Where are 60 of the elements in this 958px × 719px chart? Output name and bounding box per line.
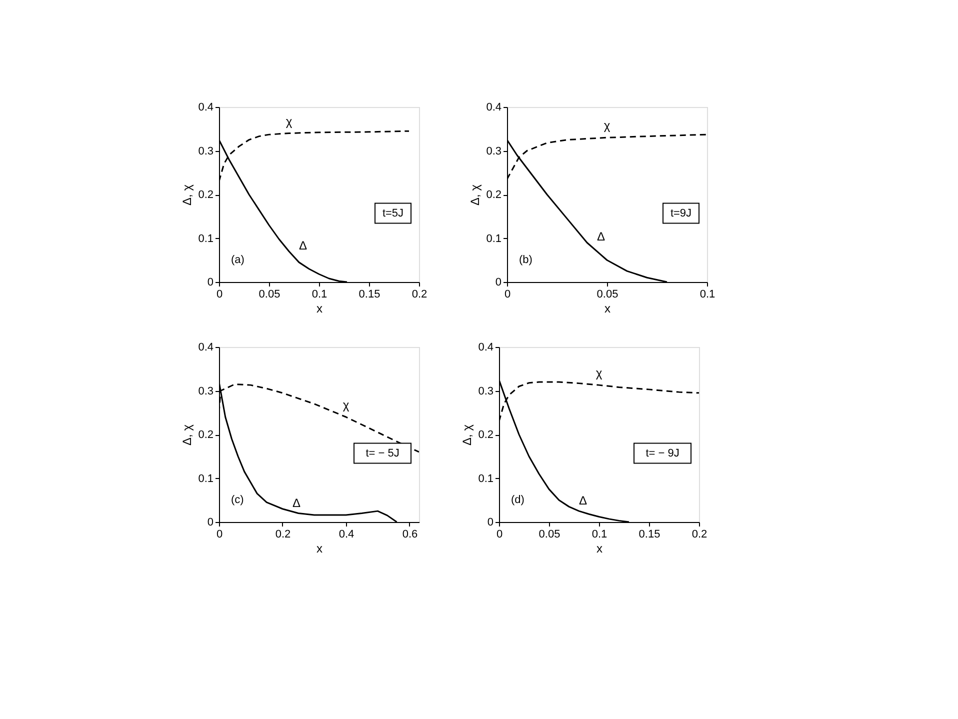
x-tick-label: 0.05 (538, 528, 560, 540)
y-tick-label: 0.4 (198, 342, 214, 354)
series-label: Δ (298, 238, 308, 252)
annotation: t= − 5J (366, 447, 400, 460)
y-tick-label: 0 (207, 516, 214, 528)
x-tick-label: 0.1 (700, 288, 716, 300)
x-tick-label: 0.05 (258, 288, 280, 300)
x-axis-title: x (596, 542, 602, 556)
x-tick-label: 0 (216, 528, 223, 540)
y-axis-title: Δ, χ (180, 424, 194, 446)
annotation: t=5J (382, 207, 404, 220)
y-tick-label: 0.4 (198, 102, 214, 114)
series-label: χ (596, 366, 603, 380)
x-tick-label: 0.1 (592, 528, 608, 540)
x-tick-label: 0.1 (312, 288, 328, 300)
x-tick-label: 0.4 (338, 528, 354, 540)
y-tick-label: 0 (495, 276, 502, 288)
y-tick-label: 0.1 (478, 472, 494, 485)
y-tick-label: 0.2 (198, 189, 214, 201)
y-tick-label: 0 (487, 516, 494, 528)
annotation: (c) (231, 494, 244, 506)
y-tick-label: 0.1 (198, 232, 214, 245)
x-axis-title: x (316, 542, 322, 556)
x-tick-label: 0.2 (692, 528, 708, 540)
series-label: Δ (292, 496, 300, 510)
y-tick-label: 0.3 (486, 145, 502, 158)
y-tick-label: 0.2 (486, 189, 502, 201)
series-label: χ (342, 398, 350, 412)
x-tick-label: 0.6 (402, 528, 418, 540)
x-axis-title: x (604, 302, 610, 316)
y-tick-label: 0.4 (478, 342, 494, 354)
y-tick-label: 0.3 (478, 385, 494, 398)
x-tick-label: 0 (216, 288, 223, 300)
series-label: χ (286, 114, 293, 128)
annotation: (d) (511, 494, 524, 506)
annotation: (a) (231, 254, 244, 266)
annotation: t= − 9J (646, 447, 680, 460)
series-label: Δ (578, 494, 588, 508)
x-tick-label: 0 (504, 288, 511, 300)
series-label: Δ (596, 230, 606, 244)
y-tick-label: 0.1 (486, 232, 502, 245)
x-tick-label: 0.05 (596, 288, 618, 300)
y-tick-label: 0 (207, 276, 214, 288)
annotation: t=9J (670, 207, 692, 220)
y-tick-label: 0.1 (198, 472, 214, 485)
y-tick-label: 0.4 (486, 102, 502, 114)
y-axis-title: Δ, χ (460, 424, 474, 446)
x-tick-label: 0.15 (638, 528, 660, 540)
series-label: χ (604, 118, 611, 133)
y-axis-title: Δ, χ (180, 184, 194, 206)
y-tick-label: 0.3 (198, 385, 214, 398)
y-tick-label: 0.3 (198, 145, 214, 158)
x-tick-label: 0.2 (412, 288, 428, 300)
y-axis-title: Δ, χ (468, 184, 482, 206)
y-tick-label: 0.2 (478, 429, 494, 441)
x-tick-label: 0.15 (358, 288, 380, 300)
x-axis-title: x (316, 302, 322, 316)
annotation: (b) (519, 254, 532, 266)
y-tick-label: 0.2 (198, 429, 214, 441)
x-tick-label: 0.2 (275, 528, 291, 540)
